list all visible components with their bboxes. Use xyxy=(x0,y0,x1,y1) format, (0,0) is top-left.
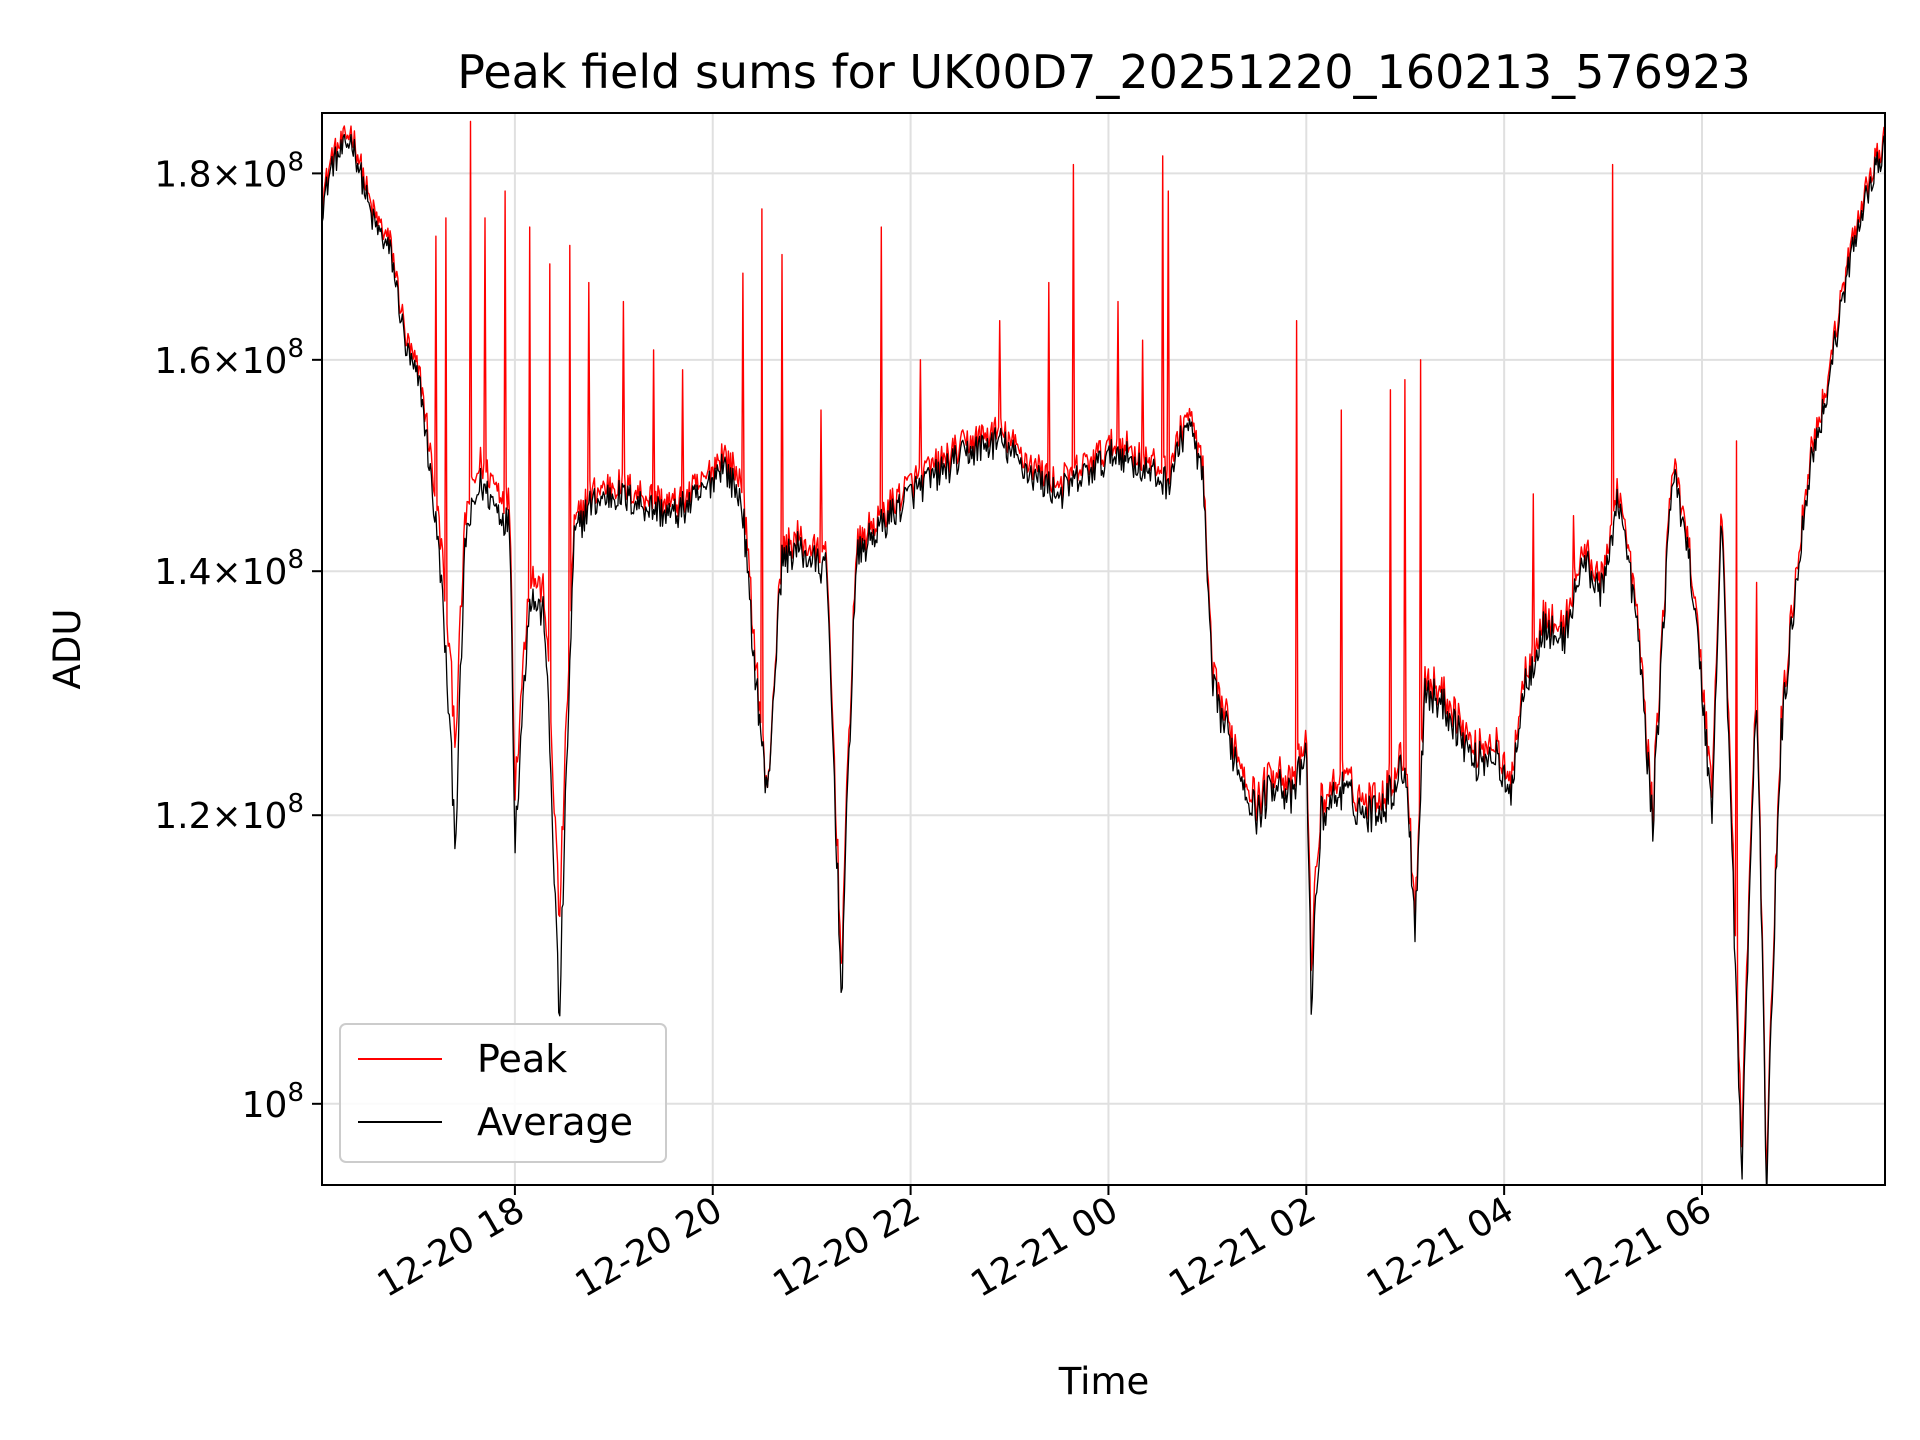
plot-area xyxy=(322,120,1885,1185)
y-axis: 108 1.2×108 1.4×108 1.6×108 1.8×108 xyxy=(154,147,322,1126)
legend-peak-label: Peak xyxy=(477,1037,567,1081)
plot-frame xyxy=(321,112,1886,1186)
grid xyxy=(322,113,1885,1185)
y-tick-label: 108 xyxy=(242,1078,304,1126)
legend-average-label: Average xyxy=(477,1100,633,1144)
y-tick-label: 1.2×108 xyxy=(154,789,304,837)
series-line-average xyxy=(322,133,1885,1185)
y-axis-label: ADU xyxy=(46,609,89,690)
y-tick-label: 1.8×108 xyxy=(154,147,304,195)
chart-title: Peak field sums for UK00D7_20251220_1602… xyxy=(457,45,1751,99)
y-tick-label: 1.6×108 xyxy=(154,334,304,382)
x-axis-label: Time xyxy=(1058,1360,1150,1403)
legend: Peak Average xyxy=(339,1023,667,1163)
series-layer xyxy=(322,120,1885,1185)
y-tick-label: 1.4×108 xyxy=(154,545,304,593)
